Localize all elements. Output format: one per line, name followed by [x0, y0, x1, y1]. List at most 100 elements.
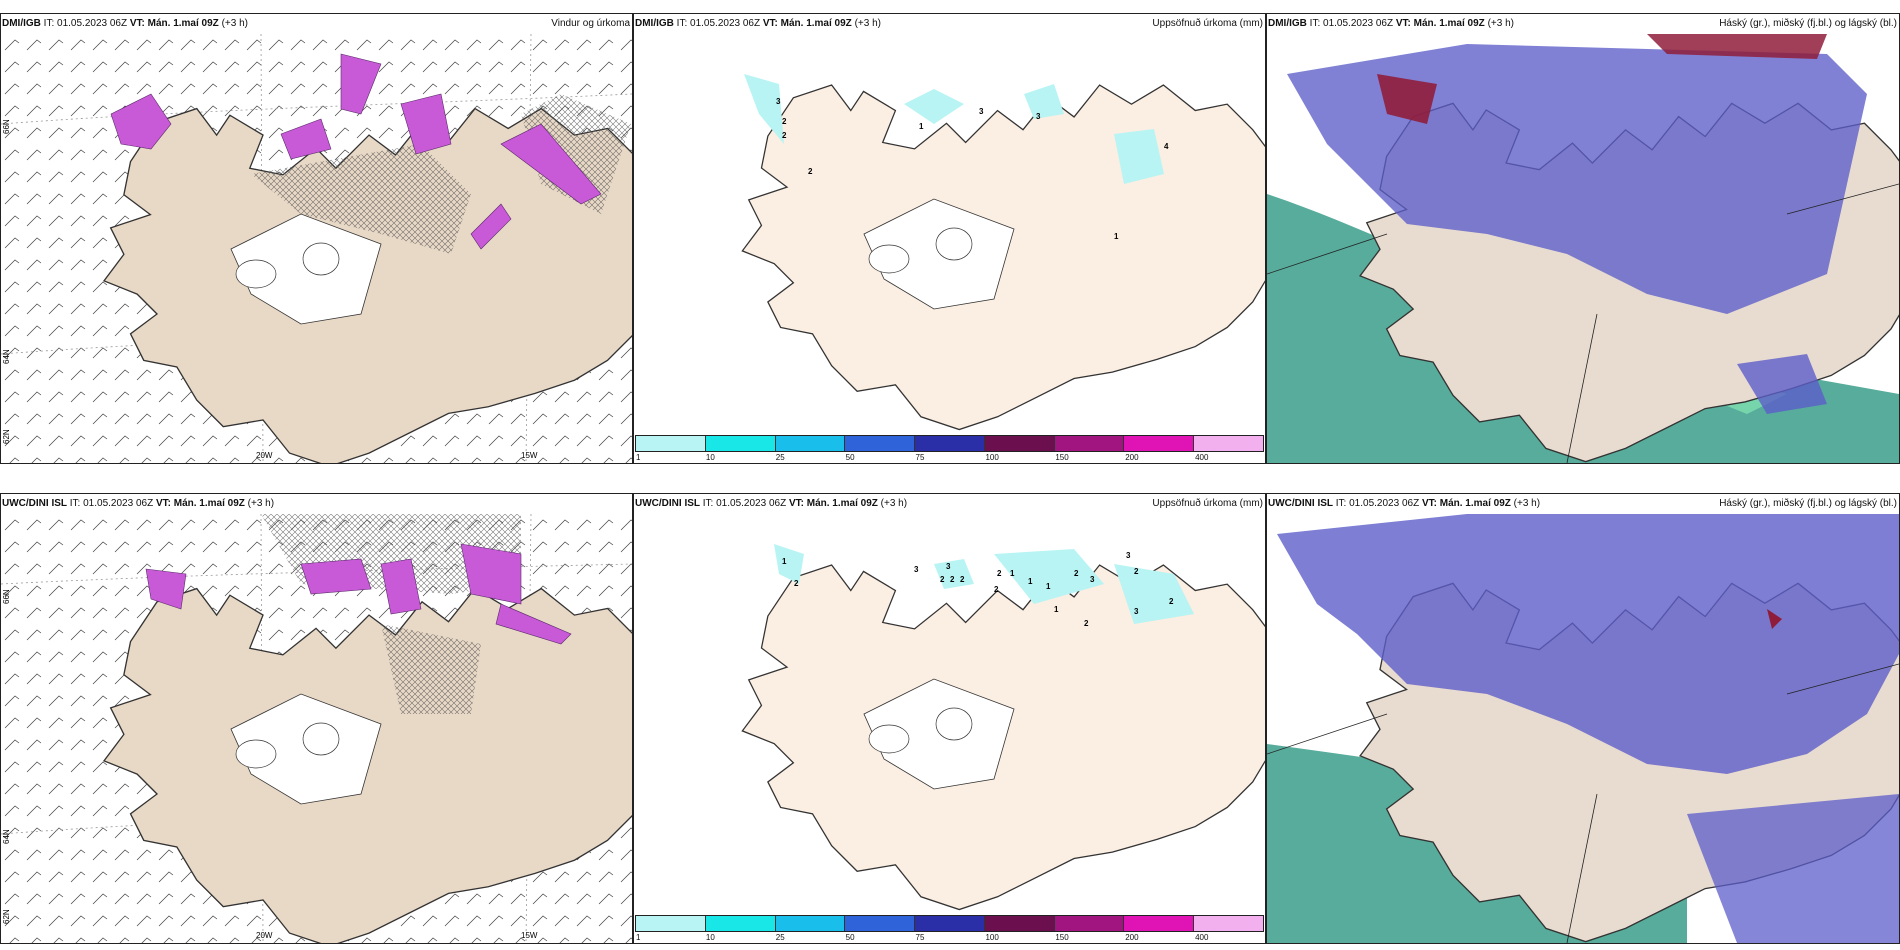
- valid-time: VT: Mán. 1.maí 09Z: [762, 18, 852, 29]
- lead-time: (+3 h): [1513, 498, 1541, 509]
- colorbar-swatch: [915, 436, 985, 451]
- model-name: UWC/DINI ISL: [1268, 498, 1333, 509]
- colorbar-tick: 200: [1125, 453, 1139, 462]
- precip-value: 2: [1169, 597, 1174, 606]
- colorbar-tick: 400: [1195, 453, 1209, 462]
- precip-value: 1: [1114, 232, 1119, 241]
- map-accum-precip[interactable]: 1 2 3 3 2 2 2 2 1 1 1 2 2 3 3 2 2 3 1 2: [634, 514, 1265, 915]
- map-clouds[interactable]: [1267, 34, 1899, 463]
- panel-uwc-clouds: UWC/DINI ISL IT: 01.05.2023 06Z VT: Mán.…: [1266, 493, 1900, 944]
- init-time: 01.05.2023 06Z: [690, 18, 761, 29]
- valid-time: VT: Mán. 1.maí 09Z: [129, 18, 219, 29]
- lat-label: 64N: [2, 349, 11, 364]
- colorbar-swatch: [705, 916, 776, 931]
- colorbar-swatch: [1124, 916, 1195, 931]
- colorbar-swatch: [705, 436, 776, 451]
- panel-header: DMI/IGB IT: 01.05.2023 06Z VT: Mán. 1.ma…: [634, 14, 1265, 34]
- panel-header: UWC/DINI ISL IT: 01.05.2023 06Z VT: Mán.…: [634, 494, 1265, 514]
- model-name: UWC/DINI ISL: [2, 498, 67, 509]
- colorbar-tick: 75: [915, 933, 925, 942]
- colorbar-tick: 50: [845, 453, 855, 462]
- colorbar-swatch: [915, 916, 985, 931]
- map-accum-precip[interactable]: 3 2 2 2 1 3 3 4 1: [634, 34, 1265, 435]
- colorbar-tick: 100: [985, 933, 999, 942]
- valid-time: VT: Mán. 1.maí 09Z: [1421, 498, 1511, 509]
- precip-value: 2: [940, 575, 945, 584]
- colorbar-swatch: [845, 436, 916, 451]
- model-name: DMI/IGB: [2, 18, 41, 29]
- valid-time: VT: Mán. 1.maí 09Z: [1395, 18, 1485, 29]
- colorbar: 1 10 25 50 75 100 150 200 400: [634, 915, 1265, 943]
- panel-header: DMI/IGB IT: 01.05.2023 06Z VT: Mán. 1.ma…: [1267, 14, 1899, 34]
- it-label: IT:: [43, 18, 55, 29]
- precip-value: 2: [1074, 569, 1079, 578]
- model-name: UWC/DINI ISL: [635, 498, 700, 509]
- it-label: IT:: [702, 498, 714, 509]
- precip-value: 2: [782, 131, 787, 140]
- precip-value: 3: [1090, 575, 1095, 584]
- precip-value: 3: [1036, 112, 1041, 121]
- init-time: 01.05.2023 06Z: [716, 498, 787, 509]
- colorbar-swatch: [775, 436, 846, 451]
- colorbar-tick: 10: [705, 933, 715, 942]
- panel-title: Háský (gr.), miðský (fj.bl.) og lágský (…: [1719, 498, 1897, 509]
- lead-time: (+3 h): [247, 498, 275, 509]
- colorbar-swatch: [1054, 916, 1125, 931]
- precip-value: 2: [950, 575, 955, 584]
- map-clouds[interactable]: [1267, 514, 1899, 943]
- colorbar-tick: 1: [636, 933, 641, 942]
- colorbar-tick: 200: [1125, 933, 1139, 942]
- precip-value: 1: [1028, 577, 1033, 586]
- precip-value: 1: [1054, 605, 1059, 614]
- lon-label: 20W: [256, 931, 273, 940]
- panel-header: UWC/DINI ISL IT: 01.05.2023 06Z VT: Mán.…: [1, 494, 632, 514]
- lat-label: 62N: [2, 909, 11, 924]
- map-wind-precip[interactable]: 66N 64N 62N 20W 15W: [1, 514, 632, 943]
- panel-dmi-precip: DMI/IGB IT: 01.05.2023 06Z VT: Mán. 1.ma…: [633, 13, 1266, 464]
- precip-value: 4: [1164, 142, 1169, 151]
- colorbar-tick: 25: [775, 933, 785, 942]
- panel-title: Háský (gr.), miðský (fj.bl.) og lágský (…: [1719, 18, 1897, 29]
- colorbar-tick: 50: [845, 933, 855, 942]
- colorbar-swatch: [1054, 436, 1125, 451]
- colorbar-tick: 25: [775, 453, 785, 462]
- lead-time: (+3 h): [1487, 18, 1514, 29]
- lat-label: 66N: [2, 589, 11, 604]
- model-name: DMI/IGB: [1268, 18, 1307, 29]
- colorbar-swatch: [984, 916, 1055, 931]
- panel-uwc-wind: UWC/DINI ISL IT: 01.05.2023 06Z VT: Mán.…: [0, 493, 633, 944]
- precip-value: 2: [1134, 567, 1139, 576]
- valid-time: VT: Mán. 1.maí 09Z: [155, 498, 245, 509]
- colorbar-tick: 150: [1055, 933, 1069, 942]
- map-wind-precip[interactable]: 66N 64N 62N 20W 15W: [1, 34, 632, 463]
- precip-value: 3: [1126, 551, 1131, 560]
- lon-label: 20W: [256, 451, 273, 460]
- lon-label: 15W: [521, 931, 538, 940]
- lead-time: (+3 h): [880, 498, 908, 509]
- panel-title: Uppsöfnuð úrkoma (mm): [1152, 498, 1263, 509]
- init-time: 01.05.2023 06Z: [83, 498, 154, 509]
- colorbar-tick: 10: [705, 453, 715, 462]
- colorbar-tick: 100: [985, 453, 999, 462]
- precip-value: 2: [960, 575, 965, 584]
- precip-value: 3: [914, 565, 919, 574]
- lat-label: 64N: [2, 829, 11, 844]
- precip-value: 3: [776, 97, 781, 106]
- panel-header: DMI/IGB IT: 01.05.2023 06Z VT: Mán. 1.ma…: [1, 14, 632, 34]
- colorbar: 1 10 25 50 75 100 150 200 400: [634, 435, 1265, 463]
- it-label: IT:: [1335, 498, 1347, 509]
- precip-areas: [744, 74, 1164, 184]
- colorbar-swatch: [775, 916, 846, 931]
- colorbar-swatch: [1194, 916, 1264, 931]
- colorbar-tick: 150: [1055, 453, 1069, 462]
- model-name: DMI/IGB: [635, 18, 674, 29]
- it-label: IT:: [1309, 18, 1321, 29]
- colorbar-swatch: [984, 436, 1055, 451]
- precip-value: 1: [782, 557, 787, 566]
- precip-value: 3: [979, 107, 984, 116]
- it-label: IT:: [676, 18, 688, 29]
- colorbar-swatch: [1194, 436, 1264, 451]
- precip-value: 3: [946, 562, 951, 571]
- panel-header: UWC/DINI ISL IT: 01.05.2023 06Z VT: Mán.…: [1267, 494, 1899, 514]
- colorbar-tick: 75: [915, 453, 925, 462]
